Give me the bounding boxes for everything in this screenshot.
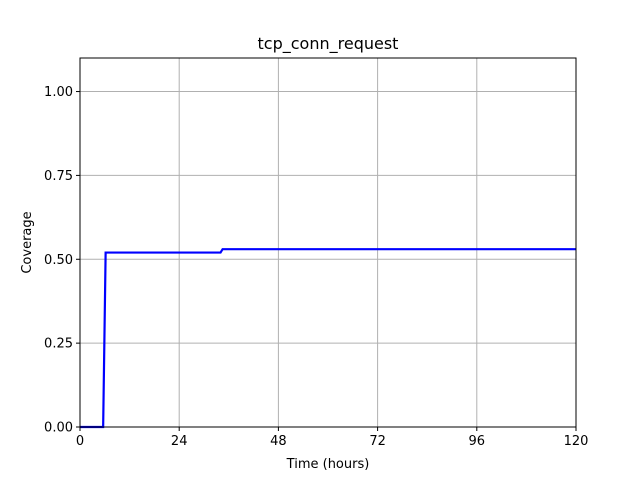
x-tick-label: 120 xyxy=(564,434,589,449)
x-tick-label: 72 xyxy=(369,434,386,449)
y-tick-label: 0.50 xyxy=(44,253,73,268)
y-axis-title: Coverage xyxy=(20,211,35,273)
x-tick-label: 48 xyxy=(270,434,287,449)
x-axis-title: Time (hours) xyxy=(286,457,370,472)
plot-frame xyxy=(79,57,577,428)
y-tick-label: 0.00 xyxy=(44,421,73,436)
x-tick-label: 24 xyxy=(171,434,188,449)
y-tick-label: 0.25 xyxy=(44,337,73,352)
x-tick-label: 96 xyxy=(469,434,486,449)
ticks: 0 24 48 72 96 120 0.00 0.25 0.50 0.75 1.00 xyxy=(44,85,588,449)
x-tick-label: 0 xyxy=(76,434,84,449)
y-tick-label: 0.75 xyxy=(44,169,73,184)
chart-title: tcp_conn_request xyxy=(258,34,399,54)
y-tick-label: 1.00 xyxy=(44,85,73,100)
